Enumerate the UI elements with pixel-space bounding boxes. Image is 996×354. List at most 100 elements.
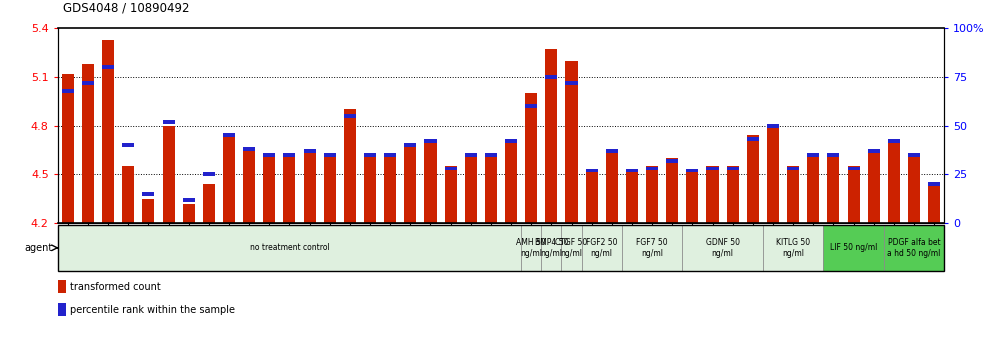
Bar <box>424 139 436 143</box>
Bar <box>828 153 840 223</box>
Bar <box>747 137 759 141</box>
Bar <box>465 153 477 223</box>
Bar <box>868 153 879 223</box>
Bar <box>324 153 336 223</box>
Bar <box>541 225 562 271</box>
Bar <box>824 225 883 271</box>
Bar <box>58 303 67 316</box>
Bar <box>908 153 920 157</box>
Bar <box>562 225 582 271</box>
Bar <box>686 169 698 172</box>
Bar <box>102 40 115 223</box>
Bar <box>384 153 396 157</box>
Bar <box>223 133 235 137</box>
Bar <box>304 149 316 153</box>
Bar <box>787 166 799 170</box>
Text: percentile rank within the sample: percentile rank within the sample <box>70 305 235 315</box>
Bar <box>848 166 860 223</box>
Bar <box>767 124 779 127</box>
Bar <box>465 153 477 157</box>
Bar <box>142 199 154 223</box>
Bar <box>505 139 517 143</box>
Text: LIF 50 ng/ml: LIF 50 ng/ml <box>830 243 877 252</box>
Text: CTGF 50
ng/ml: CTGF 50 ng/ml <box>556 238 588 257</box>
Text: FGF2 50
ng/ml: FGF2 50 ng/ml <box>586 238 618 257</box>
Text: GDS4048 / 10890492: GDS4048 / 10890492 <box>63 1 189 14</box>
Bar <box>203 172 215 176</box>
Bar <box>284 153 296 223</box>
Bar <box>384 153 396 223</box>
Bar <box>868 149 879 153</box>
Bar <box>727 166 739 170</box>
Bar <box>364 153 376 157</box>
Bar <box>546 50 558 223</box>
Bar <box>284 153 296 157</box>
Bar <box>263 153 275 157</box>
Bar <box>666 158 678 223</box>
Bar <box>203 184 215 223</box>
Bar <box>747 135 759 223</box>
Bar <box>142 192 154 196</box>
Text: no treatment control: no treatment control <box>250 243 330 252</box>
Bar <box>706 166 718 170</box>
Bar <box>546 75 558 79</box>
Bar <box>444 166 457 223</box>
Bar <box>767 126 779 223</box>
Bar <box>162 126 174 223</box>
Bar <box>182 198 195 201</box>
Text: transformed count: transformed count <box>70 282 160 292</box>
Bar <box>505 139 517 223</box>
Bar <box>887 142 900 223</box>
Bar <box>807 153 820 157</box>
Bar <box>606 150 618 223</box>
Bar <box>263 153 275 223</box>
Bar <box>706 166 718 223</box>
Bar <box>324 153 336 157</box>
Bar <box>566 81 578 85</box>
Bar <box>485 153 497 223</box>
Bar <box>223 134 235 223</box>
Bar <box>646 166 658 223</box>
Bar <box>525 93 537 223</box>
Bar <box>62 74 74 223</box>
Bar <box>666 159 678 162</box>
Text: AMH 50
ng/ml: AMH 50 ng/ml <box>516 238 546 257</box>
Bar <box>928 182 940 186</box>
Bar <box>424 142 436 223</box>
Bar <box>182 204 195 223</box>
Bar <box>58 225 521 271</box>
Bar <box>404 145 416 223</box>
Bar <box>62 88 74 92</box>
Bar <box>763 225 824 271</box>
Bar <box>162 120 174 124</box>
Bar <box>123 143 134 147</box>
Bar <box>304 150 316 223</box>
Bar <box>525 104 537 108</box>
Bar <box>928 186 940 223</box>
Text: GDNF 50
ng/ml: GDNF 50 ng/ml <box>705 238 740 257</box>
Bar <box>344 114 356 118</box>
Bar <box>646 166 658 170</box>
Bar <box>828 153 840 157</box>
Bar <box>807 153 820 223</box>
Bar <box>883 225 944 271</box>
Bar <box>243 150 255 223</box>
Bar <box>444 166 457 170</box>
Bar <box>622 225 682 271</box>
Bar <box>908 153 920 223</box>
Bar <box>586 170 598 223</box>
Bar <box>521 225 541 271</box>
Bar <box>727 166 739 223</box>
Bar <box>625 169 638 172</box>
Bar <box>82 81 94 85</box>
Bar <box>123 166 134 223</box>
Bar <box>682 225 763 271</box>
Bar <box>485 153 497 157</box>
Bar <box>787 166 799 223</box>
Bar <box>606 149 618 153</box>
Text: PDGF alfa bet
a hd 50 ng/ml: PDGF alfa bet a hd 50 ng/ml <box>887 238 940 257</box>
Bar <box>344 109 356 223</box>
Text: BMP4 50
ng/ml: BMP4 50 ng/ml <box>535 238 568 257</box>
Text: agent: agent <box>25 243 53 253</box>
Bar <box>82 64 94 223</box>
